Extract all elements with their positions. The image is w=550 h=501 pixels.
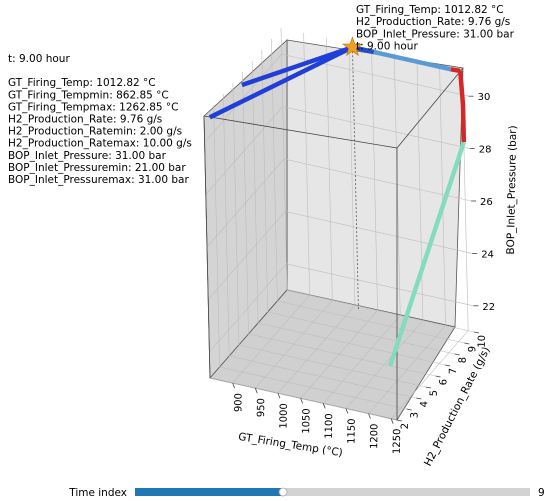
y-tick-label: 8: [458, 357, 469, 364]
current-point-star: [342, 36, 363, 57]
z-tick-label: 28: [479, 145, 492, 156]
x-tick-label: 1100: [324, 413, 335, 439]
series-line-3: [373, 49, 452, 72]
grid-line-z: [207, 211, 473, 300]
y-tick-mark: [425, 386, 431, 389]
x-tick-mark: [368, 413, 371, 419]
grid-line-y: [222, 93, 417, 399]
slider-fill: [135, 488, 284, 496]
x-tick-label: 950: [256, 398, 267, 417]
y-tick-label: 7: [448, 368, 459, 375]
y-tick-mark: [454, 353, 460, 356]
y-tick-mark: [406, 408, 412, 411]
y-tick-label: 3: [410, 412, 421, 419]
series-line-0: [387, 141, 466, 367]
grid-line-y: [280, 27, 475, 333]
z-axis-label: BOP_Inlet_Pressure (bar): [505, 125, 519, 254]
hover-annotation-line: BOP_Inlet_Pressure: 31.00 bar: [356, 28, 515, 40]
x-tick-mark: [232, 382, 236, 389]
grid-line-y: [251, 60, 446, 366]
x-tick-label: 1250: [392, 429, 403, 455]
series-line-6: [241, 45, 354, 88]
x-axis-ticks: 900 950 1000 1050 1100 1150 1200 1250: [232, 382, 403, 455]
y-tick-mark: [445, 364, 451, 367]
info-panel-line: BOP_Inlet_Pressuremax: 31.00 bar: [8, 174, 189, 186]
info-panel-line: BOP_Inlet_Pressure: 31.00 bar: [8, 150, 167, 162]
grid-lines: [203, 27, 475, 421]
box-front-edges: [203, 67, 464, 420]
x-tick-mark: [277, 393, 281, 399]
grid-line-y: [261, 49, 455, 355]
hover-annotation-line: t: 9.00 hour: [356, 41, 418, 53]
info-panel-line: BOP_Inlet_Pressuremin: 21.00 bar: [8, 162, 186, 174]
info-panel-line: H2_Production_Ratemin: 2.00 g/s: [8, 126, 182, 138]
grid-line-y: [232, 82, 426, 388]
series-line-5: [208, 45, 354, 120]
slider-handle[interactable]: [278, 487, 288, 497]
hover-annotation: GT_Firing_Temp: 1012.82 °CH2_Production_…: [356, 4, 515, 53]
grid-line-y: [242, 71, 436, 377]
x-tick-label: 900: [233, 393, 244, 412]
y-tick-label: 10: [477, 335, 488, 348]
y-tick-mark: [416, 397, 422, 400]
grid-line-z: [209, 263, 474, 352]
x-tick-label: 1050: [301, 408, 312, 434]
x-tick-label: 1200: [369, 423, 380, 449]
z-tick-label: 26: [480, 197, 493, 208]
y-tick-label: 2: [400, 423, 411, 430]
y-tick-mark: [464, 342, 470, 345]
slider-label: Time index: [68, 487, 127, 499]
info-panel-line: H2_Production_Rate: 9.76 g/s: [8, 114, 162, 126]
y-tick-mark: [396, 419, 403, 422]
hover-annotation-line: GT_Firing_Temp: 1012.82 °C: [356, 4, 504, 16]
y-tick-mark: [435, 375, 441, 378]
info-panel-line: GT_Firing_Tempmin: 862.85 °C: [8, 89, 169, 101]
y-tick-label: 4: [419, 401, 430, 408]
info-panel-line: H2_Production_Ratemax: 10.00 g/s: [8, 138, 192, 150]
z-tick-label: 22: [482, 302, 495, 313]
slider-value: 9: [538, 487, 545, 499]
trajectory: [208, 45, 467, 367]
y-tick-label: 6: [438, 379, 449, 386]
y-tick-label: 5: [429, 390, 440, 397]
x-tick-mark: [345, 408, 349, 414]
z-axis-ticks: 22 24 26 28 30: [468, 92, 495, 313]
x-tick-label: 1150: [346, 418, 357, 444]
x-tick-mark: [322, 403, 326, 409]
slider-track[interactable]: [135, 488, 530, 496]
grid-line-y: [213, 104, 407, 410]
y-tick-label: 9: [467, 346, 478, 353]
grid-line-z: [205, 106, 470, 195]
y-tick-mark: [473, 331, 480, 334]
x-tick-mark: [390, 418, 394, 424]
x-tick-mark: [300, 398, 303, 404]
series-line-1: [458, 70, 467, 143]
x-tick-mark: [254, 388, 258, 394]
x-tick-label: 1000: [278, 403, 289, 429]
info-panel-line: GT_Firing_Tempmax: 1262.85 °C: [8, 101, 179, 113]
grid-line-z: [206, 158, 472, 248]
z-tick-label: 24: [481, 249, 494, 260]
y-axis-ticks: 2 3 4 5 6 7 8 910: [396, 331, 488, 430]
z-tick-label: 30: [478, 92, 491, 103]
info-panel-line: GT_Firing_Temp: 1012.82 °C: [8, 77, 156, 89]
series-line-2: [450, 67, 461, 74]
info-panel-line: t: 9.00 hour: [8, 53, 70, 65]
grid-line-z: [204, 53, 469, 143]
hover-annotation-line: H2_Production_Rate: 9.76 g/s: [356, 16, 510, 28]
